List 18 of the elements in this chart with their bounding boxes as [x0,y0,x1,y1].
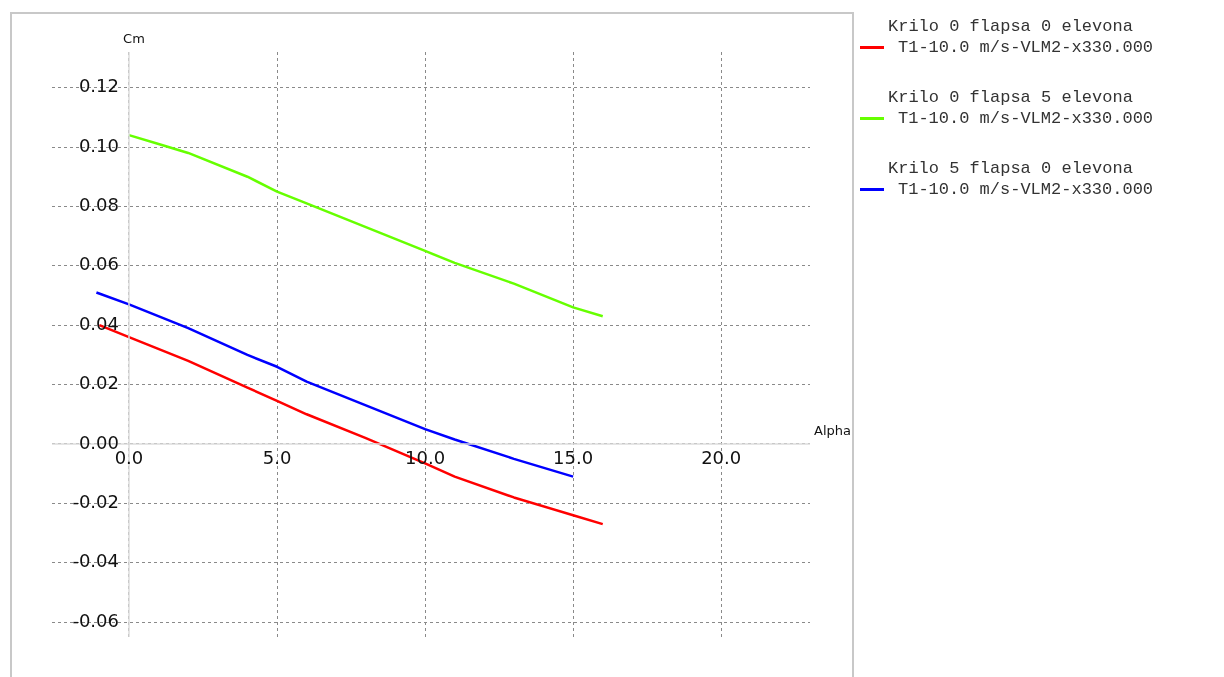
x-tick-label: 20.0 [701,446,742,468]
x-tick-label: 5.0 [262,446,292,468]
x-tick-label: 15.0 [553,446,594,468]
y-tick-label: 0.02 [78,372,119,394]
legend-label: Krilo 0 flapsa 0 elevona T1-10.0 m/s-VLM2-x330.000 [888,16,1155,58]
x-axis-title: Alpha [814,422,851,438]
y-tick-label: -0.04 [72,550,119,572]
y-axis-title: Cm [123,30,145,46]
legend-label: Krilo 5 flapsa 0 elevona T1-10.0 m/s-VLM2-x330.000 [888,158,1155,200]
y-tick-label: 0.08 [78,194,119,216]
y-tick-label: 0.04 [78,312,119,334]
y-tick-label: 0.06 [78,253,119,275]
x-tick-label: 10.0 [405,446,446,468]
y-tick-label: -0.02 [72,491,119,513]
y-tick-label: -0.06 [72,609,119,631]
y-tick-label: 0.10 [78,134,119,156]
y-tick-label: 0.12 [78,75,119,97]
legend-label: Krilo 0 flapsa 5 elevona T1-10.0 m/s-VLM2-x330.000 [888,87,1155,129]
